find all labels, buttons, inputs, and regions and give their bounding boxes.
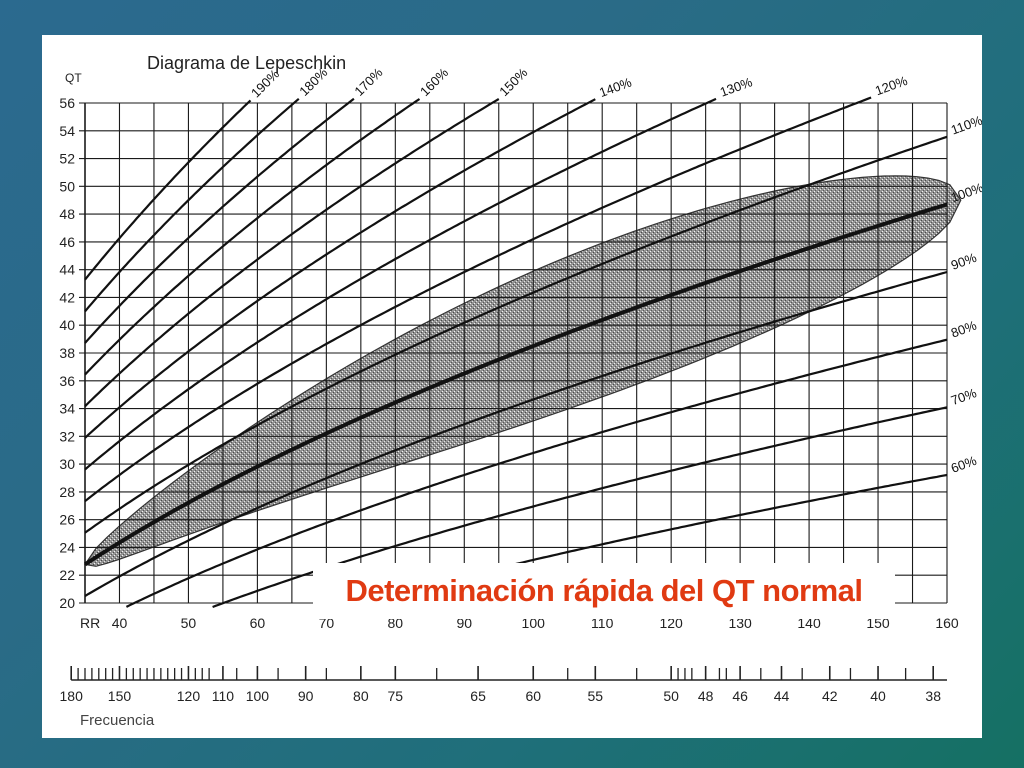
frequency-tick-label: 100	[246, 688, 270, 704]
y-tick-labels: 20 22 24 26 28 30 32 34 36 38 40 42 44 46 48 50 52 54 56	[59, 95, 75, 611]
x-tick-label: 80	[388, 615, 404, 631]
curve-150	[84, 98, 500, 408]
lepeschkin-chart: Diagrama de Lepeschkin QT 190% 180% 170% 16…	[59, 53, 982, 729]
frequency-tick-label: 50	[663, 688, 679, 704]
frequency-tick-label: 48	[698, 688, 714, 704]
y-tick-label: 44	[59, 262, 75, 278]
frequency-tick-label: 55	[588, 688, 604, 704]
frequency-tick-label: 90	[298, 688, 314, 704]
curve-140	[84, 98, 596, 439]
y-tick-label: 46	[59, 234, 75, 250]
y-tick-label: 54	[59, 123, 75, 139]
frequency-tick-label: 44	[774, 688, 790, 704]
curve-label-100: 100%	[949, 180, 982, 206]
curve-170	[84, 97, 355, 344]
frequency-tick-label: 80	[353, 688, 369, 704]
x-tick-label: 60	[250, 615, 266, 631]
curve-label-140: 140%	[597, 74, 634, 100]
y-tick-label: 28	[59, 484, 75, 500]
curve-120	[84, 96, 872, 503]
x-tick-label: 130	[728, 615, 752, 631]
y-tick-label: 36	[59, 373, 75, 389]
curve-110	[84, 135, 948, 534]
x-tick-label: 90	[456, 615, 472, 631]
curve-130	[84, 97, 717, 471]
frequency-tick-label: 60	[525, 688, 541, 704]
y-tick-label: 20	[59, 595, 75, 611]
chart-title: Diagrama de Lepeschkin	[147, 53, 346, 73]
frequency-tick-label: 42	[822, 688, 838, 704]
y-tick-label: 26	[59, 512, 75, 528]
y-tick-label: 48	[59, 206, 75, 222]
frequency-scale: 180 150 120 110 100 90 80 75 65 60 55 50 48 46 44 42 40 3…	[60, 666, 947, 704]
x-axis-start-label: RR	[80, 615, 100, 631]
frequency-tick-label: 46	[732, 688, 748, 704]
y-tick-label: 32	[59, 428, 75, 444]
y-tick-label: 38	[59, 345, 75, 361]
x-tick-label: 120	[659, 615, 683, 631]
frequency-tick-label: 38	[925, 688, 941, 704]
y-tick-label: 30	[59, 456, 75, 472]
curve-160	[84, 98, 421, 376]
y-tick-label: 42	[59, 289, 75, 305]
curve-label-150: 150%	[496, 65, 530, 99]
x-tick-label: 100	[522, 615, 546, 631]
callout-text: Determinación rápida del QT normal	[345, 573, 863, 608]
frequency-tick-label: 180	[60, 688, 84, 704]
chart-grid	[79, 102, 948, 604]
y-tick-label: 40	[59, 317, 75, 333]
curve-label-110: 110%	[949, 112, 982, 137]
x-tick-label: 140	[797, 615, 821, 631]
curve-label-120: 120%	[873, 73, 910, 99]
y-tick-label: 22	[59, 567, 75, 583]
x-tick-label: 150	[866, 615, 890, 631]
x-tick-label: 50	[181, 615, 197, 631]
y-axis-label: QT	[65, 71, 82, 85]
slide: Diagrama de Lepeschkin QT 190% 180% 170% 16…	[42, 35, 982, 738]
curve-label-130: 130%	[718, 74, 755, 100]
y-tick-label: 56	[59, 95, 75, 111]
frequency-tick-label: 75	[388, 688, 404, 704]
y-tick-label: 52	[59, 151, 75, 167]
frequency-tick-label: 150	[108, 688, 132, 704]
curve-180	[84, 97, 300, 313]
curve-190	[84, 99, 252, 281]
curve-label-80: 80%	[949, 317, 979, 340]
curve-label-160: 160%	[417, 65, 451, 99]
frequency-tick-label: 65	[470, 688, 486, 704]
curve-100	[83, 202, 948, 567]
curve-label-90: 90%	[949, 250, 979, 273]
y-tick-label: 24	[59, 539, 75, 555]
y-tick-label: 50	[59, 178, 75, 194]
normal-band-shape	[83, 175, 962, 567]
curve-label-70: 70%	[949, 385, 979, 408]
frequency-tick-label: 110	[212, 688, 235, 704]
curve-80	[125, 338, 948, 608]
x-tick-label: 110	[591, 615, 614, 631]
x-tick-label: 70	[319, 615, 335, 631]
x-tick-label: 40	[112, 615, 128, 631]
x-tick-labels: 40 50 60 70 80 90 100 110 120 130 140 150 160	[112, 615, 959, 631]
curve-label-60: 60%	[949, 453, 979, 476]
y-tick-label: 34	[59, 401, 75, 417]
callout-box: Determinación rápida del QT normal	[313, 563, 895, 619]
frequency-label: Frecuencia	[80, 712, 155, 729]
frequency-tick-label: 40	[870, 688, 886, 704]
curve-90	[84, 270, 948, 598]
curve-label-170: 170%	[351, 64, 385, 98]
x-tick-label: 160	[935, 615, 959, 631]
normal-qt-band	[83, 175, 962, 567]
frequency-tick-label: 120	[177, 688, 201, 704]
